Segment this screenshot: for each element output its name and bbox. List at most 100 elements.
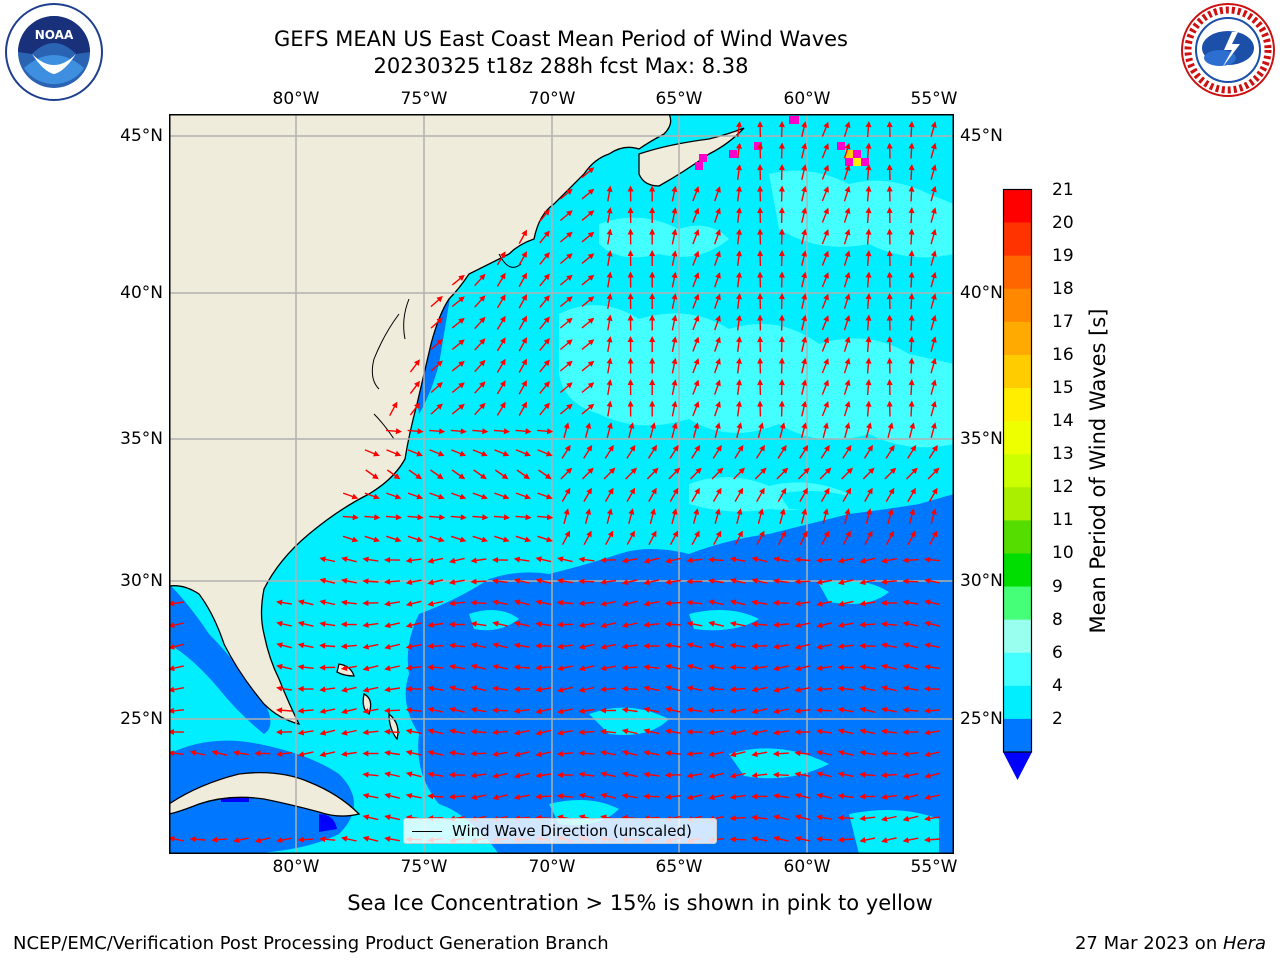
wave-direction-arrowhead [844, 508, 851, 515]
wave-direction-arrowhead [652, 467, 659, 474]
wave-direction-arrowhead [859, 837, 866, 843]
wave-direction-arrowhead [340, 751, 348, 757]
wave-direction-arrowhead [930, 207, 937, 214]
colorbar-tick-label: 19 [1052, 245, 1074, 266]
wave-direction-arrowhead [859, 815, 866, 822]
wave-direction-arrowhead [881, 642, 888, 649]
dark-blue-cell-2 [319, 814, 337, 832]
wave-direction-arrowhead [816, 707, 823, 714]
wave-direction-arrowhead [395, 428, 402, 435]
wave-direction-arrowhead [886, 271, 893, 278]
wave-direction-arrowhead [535, 599, 542, 606]
wave-direction-arrowhead [881, 663, 888, 670]
wave-direction-arrowhead [737, 487, 744, 495]
wave-direction-arrowhead [664, 600, 671, 607]
wave-direction-arrowhead [902, 685, 909, 692]
wave-direction-arrowhead [930, 357, 937, 365]
wave-direction-arrowhead [513, 772, 521, 779]
wave-direction-arrowhead [902, 729, 909, 736]
wave-direction-arrowhead [751, 664, 758, 671]
wave-direction-arrowhead [930, 164, 937, 171]
wave-direction-arrowhead [651, 530, 657, 538]
wave-direction-arrowhead [460, 428, 467, 435]
wave-direction-arrowhead [708, 794, 715, 801]
wave-direction-arrowhead [794, 665, 802, 672]
wave-direction-arrowhead [837, 600, 845, 607]
wave-direction-arrowhead [643, 600, 650, 607]
wave-direction-arrowhead [910, 444, 917, 452]
wave-direction-arrowhead [886, 185, 893, 192]
wave-direction-arrowhead [930, 400, 937, 408]
wave-direction-arrowhead [470, 599, 477, 606]
wave-direction-arrowhead [715, 207, 721, 215]
map-frame [169, 114, 954, 854]
wave-direction-arrowhead [693, 229, 700, 236]
wave-direction-arrowhead [373, 536, 380, 543]
wave-direction-arrowhead [693, 293, 700, 301]
colorbar-box [1003, 222, 1032, 256]
wave-direction-arrowhead [458, 473, 466, 480]
wave-direction-arrowhead [729, 708, 737, 714]
colorbar-tick-label: 9 [1052, 576, 1063, 597]
wave-direction-arrowhead [708, 729, 715, 736]
lat-tick-left: 25°N [120, 709, 163, 729]
wave-direction-arrowhead [606, 379, 613, 386]
wave-direction-arrowhead [933, 467, 940, 474]
wave-direction-arrowhead [405, 728, 413, 735]
wave-direction-arrowhead [394, 536, 402, 543]
wave-direction-arrowhead [715, 272, 721, 279]
wave-direction-arrowhead [448, 642, 456, 649]
wave-direction-arrowhead [585, 508, 592, 515]
colorbar-tick-label: 18 [1052, 278, 1074, 299]
wave-direction-arrowhead [458, 339, 465, 346]
wave-direction-arrowhead [524, 493, 532, 500]
wave-direction-arrowhead [693, 508, 700, 515]
wave-direction-arrowhead [417, 514, 424, 521]
wave-direction-arrowhead [886, 314, 893, 321]
wave-direction-arrowhead [563, 508, 570, 515]
wave-direction-arrowhead [837, 622, 845, 628]
wave-direction-arrowhead [671, 400, 678, 408]
nws-logo [1181, 3, 1275, 97]
wave-direction-arrowhead [736, 508, 743, 515]
wave-direction-arrowhead [563, 422, 570, 429]
wave-direction-arrowhead [865, 142, 872, 149]
wave-direction-arrowhead [686, 578, 693, 585]
wave-direction-arrowhead [714, 422, 721, 429]
wave-direction-arrowhead [578, 686, 586, 693]
wave-direction-arrowhead [384, 600, 391, 607]
wave-direction-arrowhead [362, 643, 370, 650]
wave-direction-arrowhead [297, 685, 304, 692]
wave-direction-arrowhead [521, 358, 527, 366]
colorbar-tick-label: 21 [1052, 179, 1074, 200]
legend-line-swatch [412, 830, 442, 832]
wave-direction-arrowhead [881, 706, 888, 713]
wave-direction-arrowhead [736, 228, 742, 235]
wave-direction-arrowhead [823, 250, 829, 258]
wave-direction-arrowhead [535, 751, 542, 758]
wave-direction-arrowhead [686, 557, 693, 564]
wave-direction-arrowhead [405, 579, 413, 586]
wave-direction-arrowhead [859, 621, 866, 628]
wave-direction-arrowhead [499, 380, 506, 387]
wave-direction-arrowhead [865, 293, 872, 300]
wave-direction-arrowhead [587, 188, 595, 195]
wave-direction-arrowhead [930, 336, 937, 343]
wave-direction-arrowhead [889, 467, 897, 474]
wave-direction-arrowhead [902, 620, 910, 627]
wave-direction-arrowhead [715, 250, 721, 258]
wave-direction-arrowhead [566, 339, 573, 346]
wave-direction-arrowhead [708, 599, 715, 606]
wave-direction-arrowhead [513, 599, 521, 606]
wave-direction-arrowhead [751, 751, 758, 757]
wave-direction-arrowhead [886, 164, 893, 171]
wave-direction-arrowhead [823, 164, 829, 172]
wave-direction-arrowhead [458, 360, 465, 367]
wave-direction-arrowhead [525, 428, 532, 435]
wave-direction-arrowhead [773, 556, 780, 563]
wave-direction-arrowhead [546, 493, 553, 500]
wave-direction-arrowhead [867, 444, 873, 452]
wave-direction-arrowhead [525, 514, 532, 521]
footer-right: 27 Mar 2023 on Hera [1075, 933, 1266, 954]
wave-direction-arrowhead [665, 663, 672, 670]
